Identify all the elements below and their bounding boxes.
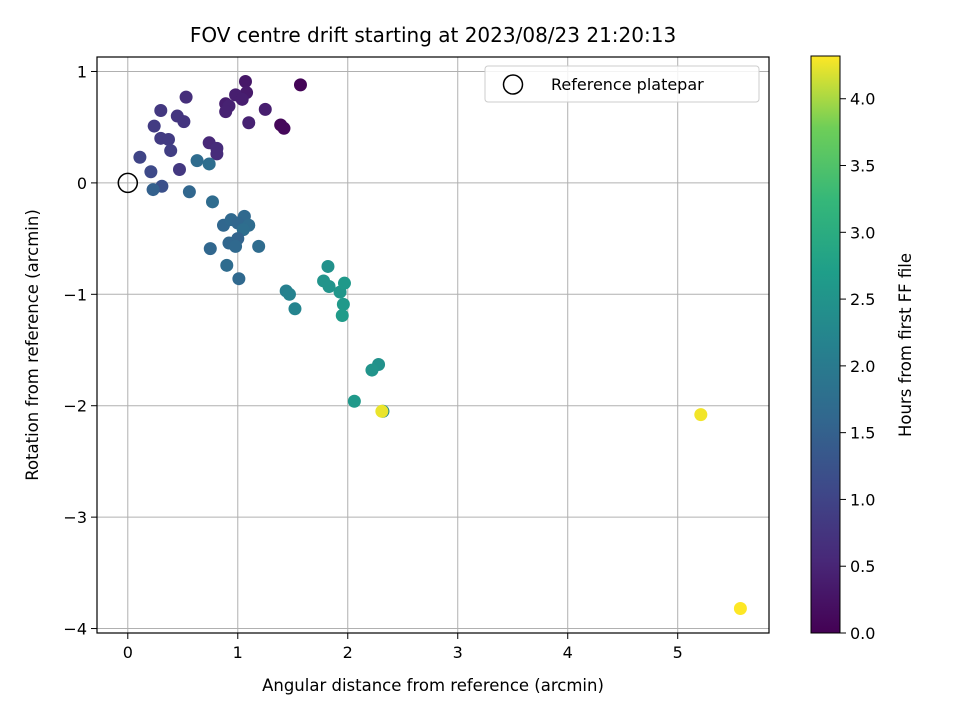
scatter-point bbox=[258, 102, 272, 116]
legend-box bbox=[484, 65, 760, 103]
scatter-point bbox=[252, 239, 266, 253]
scatter-point bbox=[179, 90, 193, 104]
legend-label: Reference platepar bbox=[551, 75, 704, 94]
x-tick-label: 2 bbox=[343, 643, 353, 662]
scatter-point bbox=[205, 195, 219, 209]
y-tick-label: 0 bbox=[77, 174, 87, 193]
chart-title: FOV centre drift starting at 2023/08/23 … bbox=[190, 23, 676, 47]
scatter-point bbox=[220, 258, 234, 272]
scatter-point bbox=[144, 165, 158, 179]
scatter-point bbox=[335, 308, 349, 322]
scatter-point bbox=[210, 147, 224, 161]
y-tick-label: −4 bbox=[63, 620, 87, 639]
y-tick-label: −2 bbox=[63, 397, 87, 416]
x-tick-label: 0 bbox=[123, 643, 133, 662]
colorbar: 0.0 0.5 1.0 1.5 2.0 2.5 3.0 3.5 4.0 Hours from f… bbox=[810, 55, 915, 643]
colorbar-tick-label: 0.0 bbox=[850, 624, 875, 643]
scatter-point bbox=[154, 103, 168, 117]
scatter-point bbox=[337, 276, 351, 290]
scatter-point bbox=[161, 132, 175, 146]
legend: Reference platepar bbox=[484, 65, 760, 103]
x-tick-label: 4 bbox=[563, 643, 573, 662]
scatter-point bbox=[172, 163, 186, 177]
colorbar-tick-label: 1.5 bbox=[850, 424, 875, 443]
colorbar-frame bbox=[810, 55, 841, 634]
reference-marker bbox=[117, 172, 139, 194]
scatter-point bbox=[146, 183, 160, 197]
colorbar-tick-label: 2.0 bbox=[850, 357, 875, 376]
y-axis-label: Rotation from reference (arcmin) bbox=[23, 209, 42, 481]
colorbar-tick-label: 3.5 bbox=[850, 157, 875, 176]
x-tick-label: 5 bbox=[673, 643, 683, 662]
scatter-point bbox=[288, 302, 302, 316]
scatter-point bbox=[336, 297, 350, 311]
scatter-point bbox=[293, 78, 307, 92]
scatter-point bbox=[232, 272, 246, 286]
scatter-points bbox=[133, 75, 747, 615]
x-tick-label: 3 bbox=[453, 643, 463, 662]
grid-lines bbox=[97, 57, 769, 633]
scatter-point bbox=[375, 404, 389, 418]
reference-point-marker bbox=[117, 172, 139, 194]
x-tick-label: 1 bbox=[233, 643, 243, 662]
scatter-point bbox=[282, 287, 296, 301]
scatter-point bbox=[733, 601, 747, 615]
colorbar-gradient bbox=[811, 56, 840, 633]
colorbar-tick-label: 4.0 bbox=[850, 90, 875, 109]
plot-frame bbox=[96, 56, 770, 634]
y-tick-label: −1 bbox=[63, 285, 87, 304]
scatter-point bbox=[219, 105, 233, 119]
scatter-point bbox=[235, 92, 249, 106]
scatter-point bbox=[203, 242, 217, 256]
legend-marker-icon bbox=[502, 74, 524, 95]
scatter-point bbox=[229, 239, 243, 253]
scatter-point bbox=[164, 144, 178, 158]
y-axis-ticks: 1 0 −1 −2 −3 −4 bbox=[63, 62, 97, 639]
scatter-point bbox=[202, 157, 216, 171]
colorbar-label: Hours from first FF file bbox=[896, 253, 915, 437]
scatter-point bbox=[322, 280, 336, 294]
colorbar-tick-label: 0.5 bbox=[850, 557, 875, 576]
colorbar-tick-label: 1.0 bbox=[850, 490, 875, 509]
scatter-point bbox=[190, 154, 204, 168]
scatter-point bbox=[242, 116, 256, 130]
colorbar-ticks: 0.0 0.5 1.0 1.5 2.0 2.5 3.0 3.5 4.0 bbox=[840, 90, 875, 643]
x-axis-label: Angular distance from reference (arcmin) bbox=[262, 676, 604, 695]
scatter-point bbox=[321, 259, 335, 273]
scatter-point bbox=[238, 75, 252, 89]
scatter-point bbox=[347, 394, 361, 408]
scatter-point bbox=[277, 121, 291, 135]
y-tick-label: 1 bbox=[77, 62, 87, 81]
scatter-point bbox=[365, 363, 379, 377]
scatter-point bbox=[694, 408, 708, 422]
scatter-point bbox=[177, 115, 191, 129]
colorbar-tick-label: 2.5 bbox=[850, 290, 875, 309]
scatter-point bbox=[147, 119, 161, 133]
colorbar-tick-label: 3.0 bbox=[850, 223, 875, 242]
scatter-point bbox=[133, 150, 147, 164]
x-axis-ticks: 0 1 2 3 4 5 bbox=[123, 633, 683, 662]
y-tick-label: −3 bbox=[63, 508, 87, 527]
scatter-point bbox=[182, 185, 196, 199]
